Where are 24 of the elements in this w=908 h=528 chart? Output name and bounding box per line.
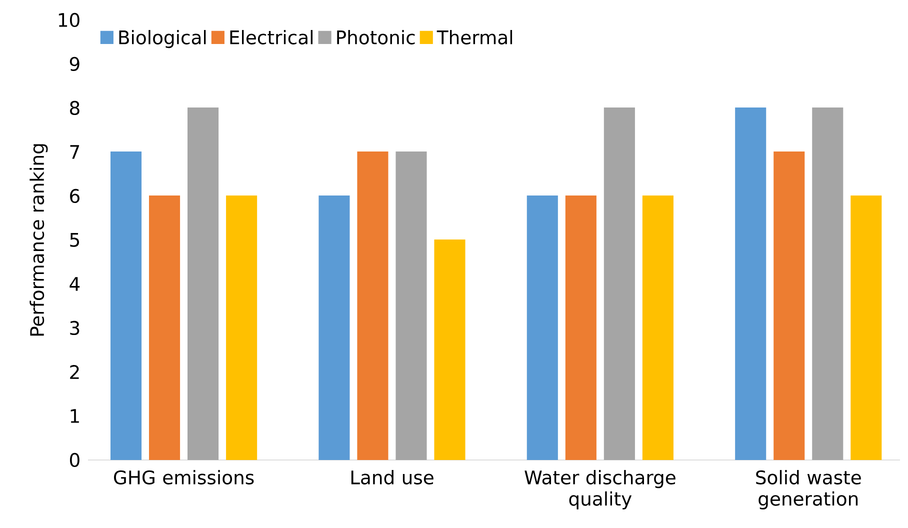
x-tick-label: Solid waste generation xyxy=(756,470,861,510)
x-tick-label: Land use xyxy=(351,470,434,484)
y-tick-label: 3 xyxy=(70,320,80,336)
y-tick-label: 5 xyxy=(70,233,79,247)
y-tick-label: 9 xyxy=(70,56,80,72)
y-axis-title: Performance ranking xyxy=(30,144,48,336)
bar xyxy=(735,107,766,460)
legend-label: Thermal xyxy=(436,30,512,44)
legend-label: Electrical xyxy=(230,30,313,44)
legend-label: Photonic xyxy=(337,30,415,44)
y-tick-label: 7 xyxy=(70,145,80,159)
bar xyxy=(318,195,350,460)
y-tick-label: 1 xyxy=(70,409,79,423)
legend-label: Biological xyxy=(119,30,206,48)
y-tick-label: 4 xyxy=(70,277,80,291)
y-tick-label: 10 xyxy=(58,12,80,28)
x-tick-label: Water discharge quality xyxy=(524,470,676,510)
bar xyxy=(110,151,142,460)
y-tick-label: 8 xyxy=(70,100,80,116)
y-tick-label: 0 xyxy=(70,452,80,468)
bar xyxy=(526,195,558,460)
y-tick-label: 6 xyxy=(70,188,80,204)
y-tick-label: 2 xyxy=(70,365,79,379)
x-tick-label: GHG emissions xyxy=(114,470,254,484)
